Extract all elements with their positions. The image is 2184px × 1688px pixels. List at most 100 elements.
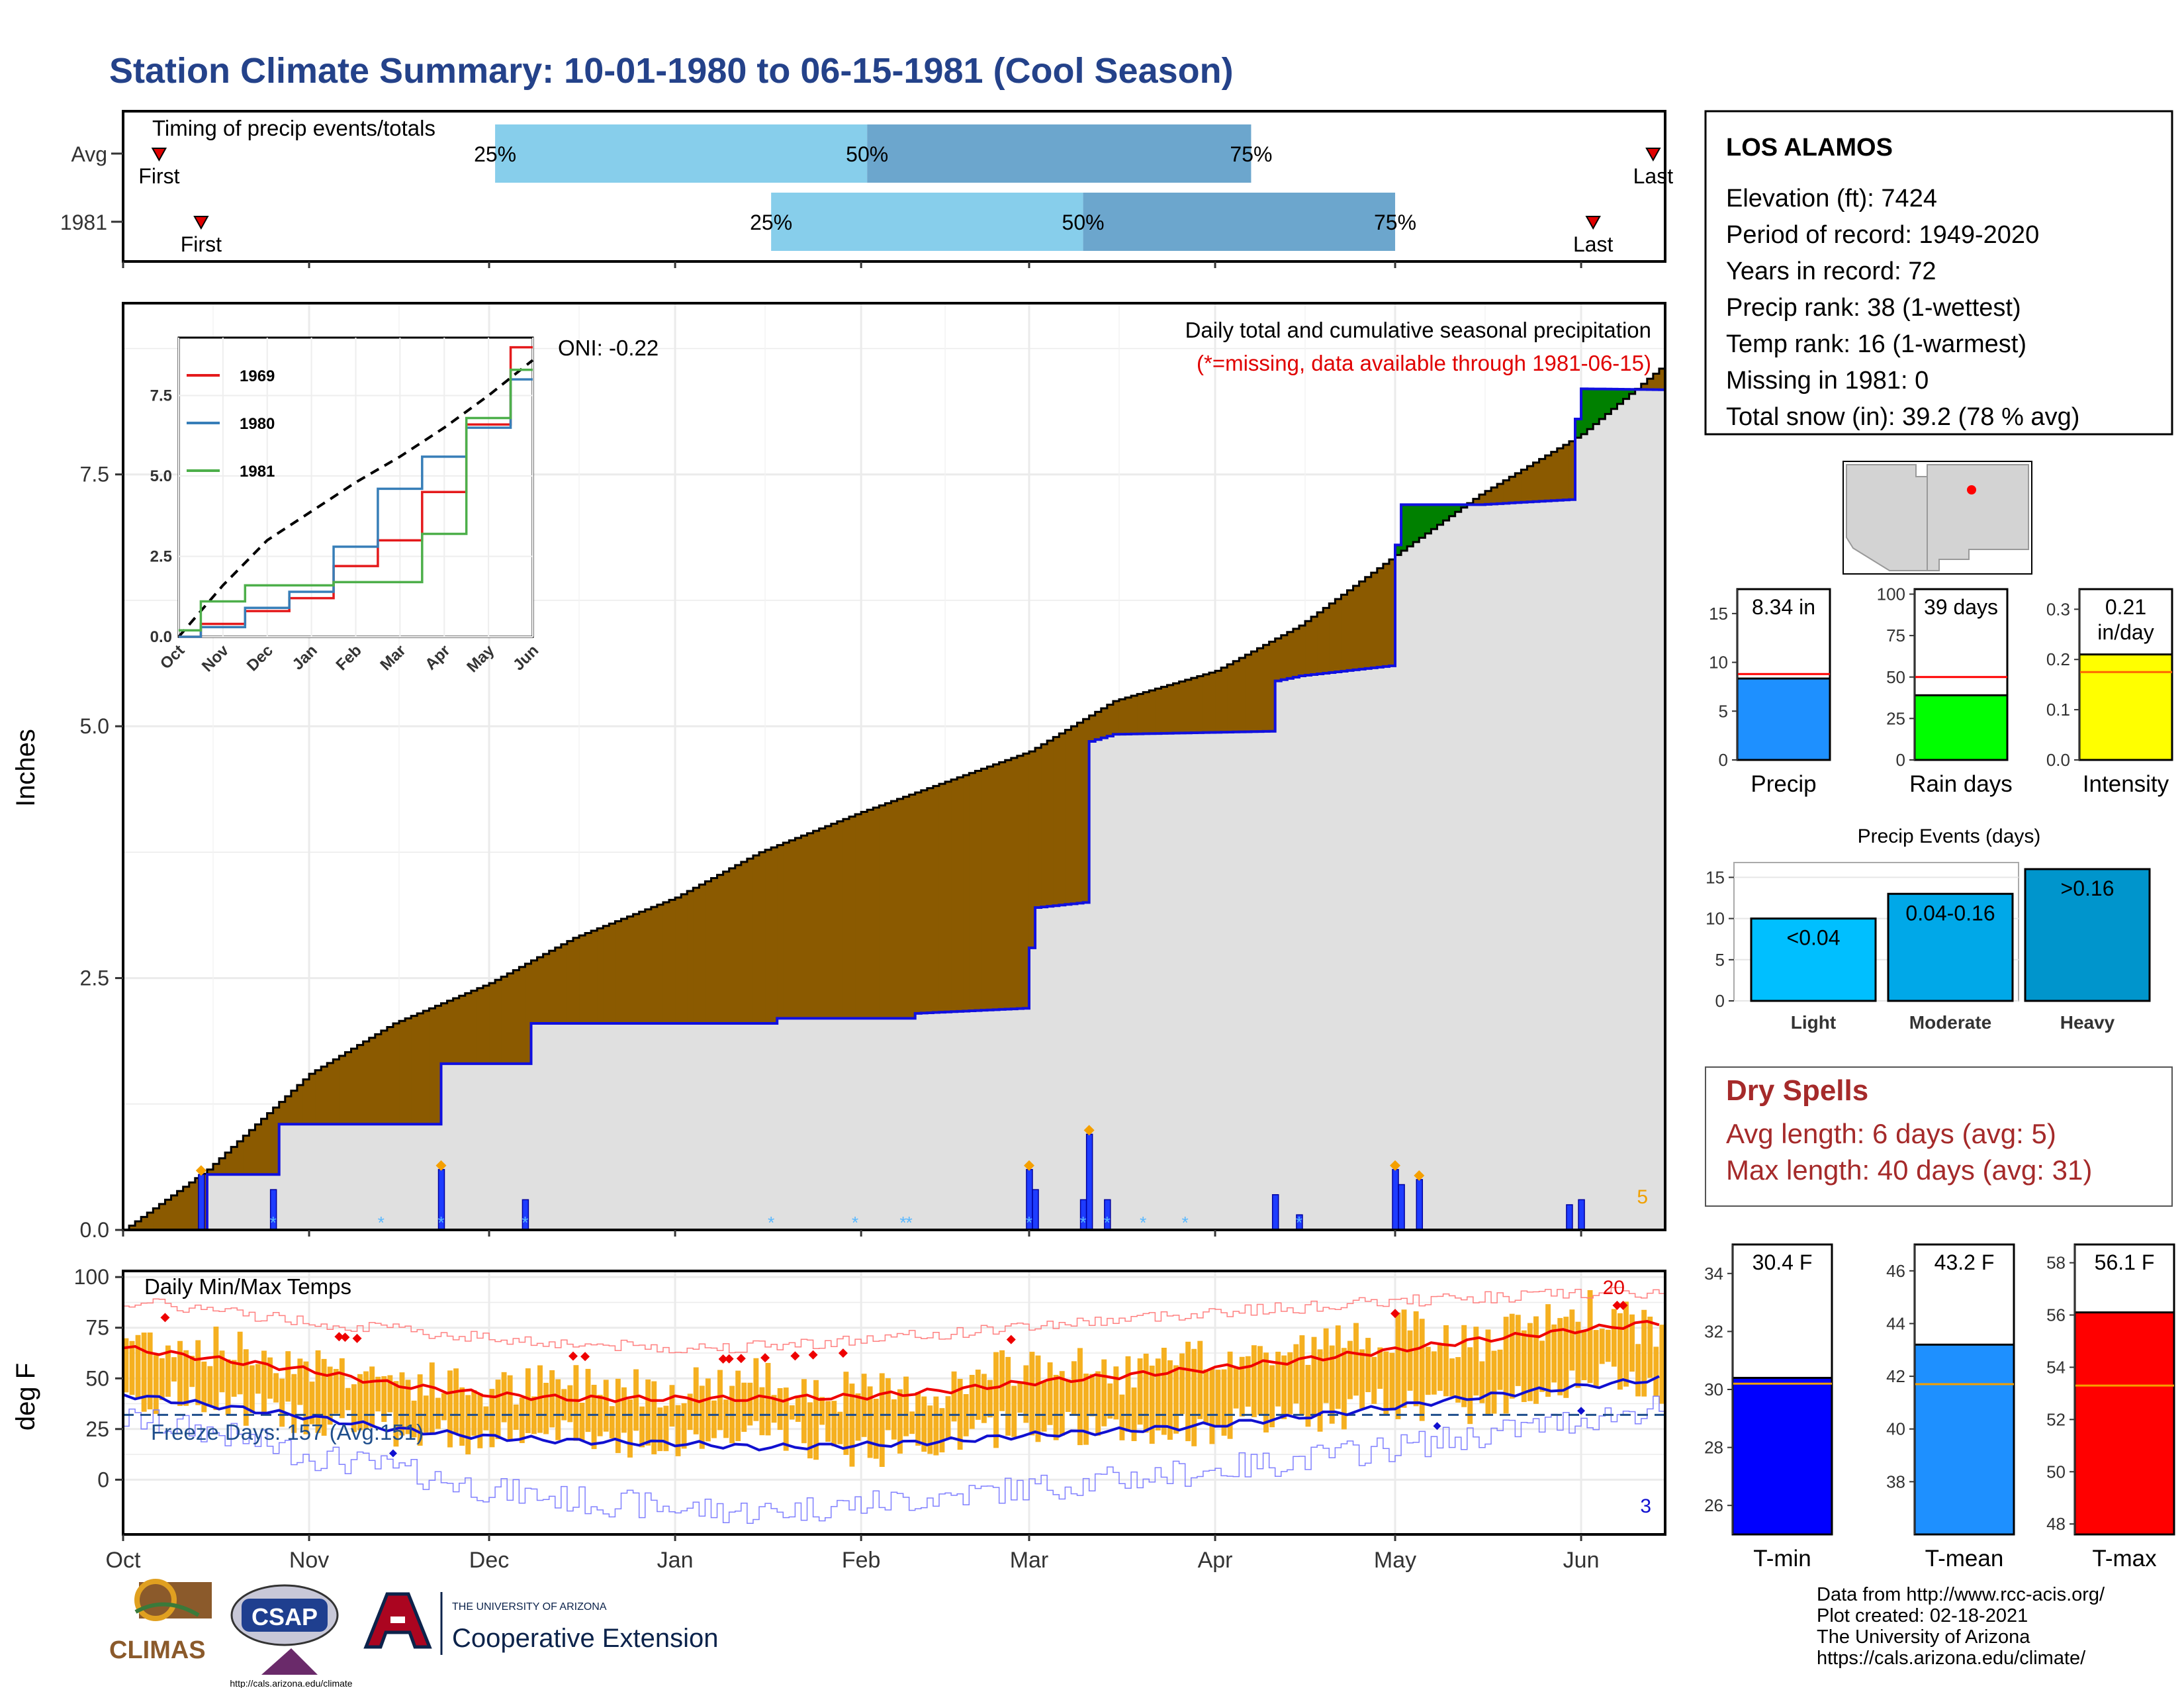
daily-temp-range-bar — [231, 1360, 237, 1397]
daily-temp-range-bar — [915, 1391, 921, 1446]
daily-temp-range-bar — [825, 1401, 831, 1442]
record-high-marker — [760, 1353, 770, 1363]
rain-days-y-tick-label: 100 — [1877, 585, 1905, 604]
deficit-fill — [519, 966, 526, 1064]
daily-temp-range-bar — [1479, 1361, 1485, 1403]
daily-temp-range-bar — [1053, 1374, 1059, 1440]
deficit-fill — [999, 762, 1006, 1009]
deficit-fill — [1329, 603, 1336, 673]
tmin-bar — [1731, 1376, 1833, 1536]
daily-temp-range-bar — [675, 1405, 681, 1456]
deficit-fill — [225, 1152, 232, 1175]
footer-credit-line: https://cals.arizona.edu/climate/ — [1817, 1648, 2086, 1669]
daily-temp-range-bar — [609, 1406, 615, 1439]
snow-day-marker: * — [270, 1213, 277, 1233]
climas-logo-ring — [134, 1579, 177, 1621]
precip-total-y-tick-label: 5 — [1719, 701, 1728, 721]
daily-temp-range-bar — [255, 1364, 261, 1394]
daily-temp-range-bar — [663, 1405, 669, 1452]
daily-temp-range-bar — [1605, 1329, 1611, 1362]
snow-day-marker: * — [522, 1213, 528, 1233]
deficit-fill — [723, 871, 730, 1024]
surplus-fill — [1461, 504, 1468, 508]
deficit-fill — [1011, 757, 1018, 1009]
deficit-fill — [621, 919, 628, 1024]
deficit-fill — [501, 976, 508, 1064]
deficit-fill — [662, 902, 670, 1024]
daily-temp-range-bar — [1215, 1370, 1221, 1426]
daily-temp-range-bar — [909, 1411, 915, 1434]
deficit-fill — [1383, 563, 1390, 667]
daily-temp-range-bar — [927, 1405, 933, 1454]
deficit-fill — [1359, 581, 1366, 669]
record-high-marker — [790, 1351, 800, 1361]
deficit-fill — [1215, 671, 1222, 733]
surplus-fill — [1395, 545, 1402, 555]
deficit-fill — [525, 963, 532, 1064]
snow-day-marker: * — [1080, 1213, 1087, 1233]
deficit-fill — [206, 1169, 214, 1175]
snow-day-marker: * — [1140, 1213, 1146, 1233]
deficit-fill — [1269, 641, 1276, 731]
deficit-fill — [1365, 577, 1372, 669]
daily-temp-range-bar — [627, 1399, 633, 1458]
precip-panel: * * * * * * ** * * * * * * 0.02.55.07.5 Inches ONI: … — [11, 302, 1666, 1242]
daily-temp-range-bar — [543, 1382, 549, 1434]
snow-day-marker: * — [378, 1213, 385, 1233]
deficit-fill — [1371, 573, 1378, 668]
surplus-fill — [1593, 389, 1600, 424]
deficit-fill — [765, 849, 772, 1024]
daily-temp-range-bar — [1395, 1312, 1401, 1419]
events-bar-moderate — [1887, 892, 2014, 1002]
daily-temp-range-bar — [1617, 1313, 1623, 1390]
daily-temp-range-bar — [1179, 1353, 1185, 1415]
temp-frame — [122, 1270, 1666, 1536]
daily-temp-range-bar — [1455, 1357, 1461, 1403]
daily-temp-range-bar — [1209, 1368, 1215, 1444]
daily-temp-range-bar — [1587, 1289, 1593, 1383]
daily-temp-range-bar — [309, 1382, 315, 1425]
daily-temp-range-bar — [1251, 1345, 1257, 1417]
ua-logo: THE UNIVERSITY OF ARIZONA Cooperative Ex… — [363, 1592, 718, 1655]
month-tick-label: Dec — [469, 1548, 509, 1573]
tmean-y-tick-label: 40 — [1886, 1419, 1905, 1439]
deficit-fill — [819, 828, 826, 1019]
deficit-fill — [938, 784, 946, 1013]
daily-temp-range-bar — [1581, 1331, 1587, 1380]
daily-temp-range-bar — [345, 1387, 351, 1411]
deficit-fill — [771, 847, 778, 1024]
timing-row-label: 1981 — [60, 211, 107, 234]
deficit-fill — [507, 973, 514, 1064]
daily-temp-range-bar — [375, 1376, 381, 1412]
daily-temp-range-bar — [1203, 1369, 1209, 1424]
deficit-fill — [657, 904, 664, 1024]
deficit-fill — [567, 941, 574, 1024]
deficit-fill — [801, 835, 808, 1019]
deficit-fill — [1323, 608, 1330, 673]
daily-temp-range-bar — [1257, 1346, 1263, 1415]
month-tick-label: Jan — [657, 1548, 694, 1573]
timing-p75-label: 75% — [1230, 142, 1272, 166]
station-info-line: Precip rank: 38 (1-wettest) — [1726, 294, 2021, 322]
daily-temp-range-bar — [999, 1350, 1005, 1411]
deficit-fill — [1197, 676, 1204, 733]
deficit-fill — [435, 1006, 442, 1125]
deficit-fill — [572, 937, 580, 1024]
month-tick-label: Mar — [1010, 1548, 1049, 1573]
deficit-fill — [273, 1107, 280, 1175]
precip-caption: Daily total and cumulative seasonal prec… — [1185, 318, 1651, 342]
daily-temp-range-bar — [723, 1399, 729, 1438]
daily-temp-range-bar — [843, 1372, 849, 1455]
daily-temp-range-bar — [1539, 1340, 1545, 1392]
daily-temp-range-bar — [1641, 1309, 1647, 1397]
daily-temp-range-bar — [417, 1374, 423, 1446]
season-totals-bars: 0 5 10 15 8.34 in Precip 0 25 50 75 100 39 days Rain… — [1709, 585, 2173, 797]
surplus-fill — [1629, 389, 1636, 394]
timing-bar-50-75 — [867, 124, 1251, 183]
events-category-label: Moderate — [1909, 1012, 1991, 1033]
daily-temp-range-bar — [453, 1368, 459, 1434]
snow-day-marker: * — [1182, 1213, 1189, 1233]
daily-temp-range-bar — [1077, 1348, 1083, 1446]
surplus-fill — [1407, 504, 1414, 547]
daily-temp-range-bar — [1041, 1380, 1047, 1432]
